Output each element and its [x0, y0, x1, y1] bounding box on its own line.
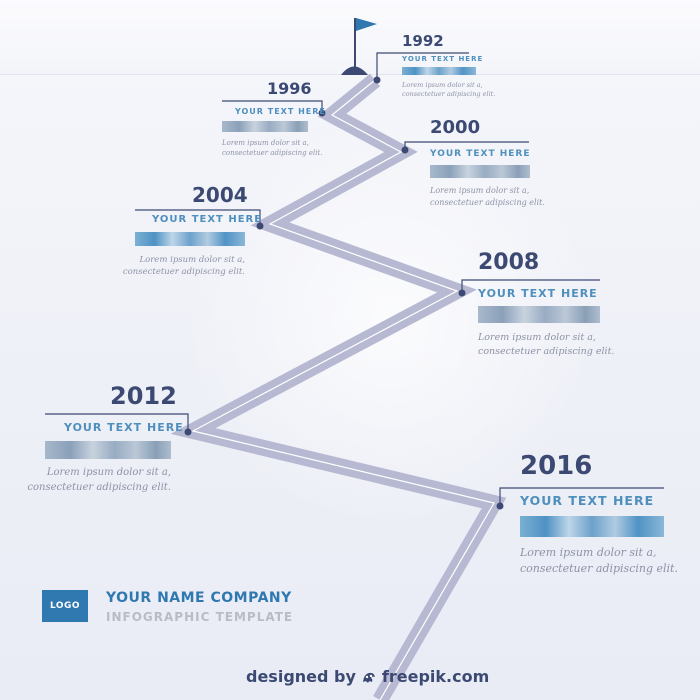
- connector-1996: [222, 100, 326, 117]
- credit-prefix: designed by: [246, 667, 356, 686]
- text-1992-line1: Lorem ipsum dolor sit a,: [402, 81, 483, 89]
- text-2016-line2: consectetuer adipiscing elit.: [520, 561, 678, 575]
- template-subtitle: INFOGRAPHIC TEMPLATE: [106, 610, 294, 624]
- company-name: YOUR NAME COMPANY: [106, 590, 292, 606]
- connector-1992: [373, 52, 469, 84]
- text-1996: Lorem ipsum dolor sit a, consectetuer ad…: [222, 138, 323, 158]
- text-2016: Lorem ipsum dolor sit a, consectetuer ad…: [520, 545, 678, 577]
- text-2000-line1: Lorem ipsum dolor sit a,: [430, 186, 530, 195]
- text-1992-line2: consectetuer adipiscing elit.: [402, 90, 496, 99]
- image-bar-2012: [45, 441, 171, 459]
- heading-2012: YOUR TEXT HERE: [64, 421, 184, 434]
- heading-2008: YOUR TEXT HERE: [478, 287, 598, 300]
- text-2008-line2: consectetuer adipiscing elit.: [478, 345, 615, 357]
- heading-2000: YOUR TEXT HERE: [430, 149, 531, 159]
- credit-line[interactable]: designed by freepik.com: [246, 667, 489, 686]
- heading-2016: YOUR TEXT HERE: [520, 493, 655, 508]
- year-2000: 2000: [430, 117, 481, 138]
- connector-2016: [496, 487, 664, 510]
- heading-1992: YOUR TEXT HERE: [402, 55, 484, 63]
- text-2000: Lorem ipsum dolor sit a, consectetuer ad…: [430, 185, 545, 208]
- text-2012-line1: Lorem ipsum dolor sit a,: [46, 467, 171, 478]
- text-2008-line1: Lorem ipsum dolor sit a,: [478, 332, 596, 343]
- image-bar-2008: [478, 306, 600, 323]
- text-2016-line1: Lorem ipsum dolor sit a,: [520, 546, 657, 559]
- year-2004: 2004: [192, 183, 248, 207]
- text-2012: Lorem ipsum dolor sit a, consectetuer ad…: [20, 466, 171, 495]
- freepik-logo-icon: [360, 668, 378, 686]
- connector-2008: [458, 279, 600, 297]
- image-bar-2016: [520, 516, 664, 537]
- connector-2004: [135, 209, 264, 230]
- connector-2012: [45, 413, 192, 436]
- year-2012: 2012: [110, 382, 177, 410]
- year-1992: 1992: [402, 32, 444, 50]
- text-2008: Lorem ipsum dolor sit a, consectetuer ad…: [478, 331, 614, 359]
- year-2008: 2008: [478, 250, 540, 275]
- text-2004-line2: consectetuer adipiscing elit.: [122, 267, 245, 278]
- image-bar-2000: [430, 165, 530, 178]
- credit-site: freepik.com: [381, 667, 490, 686]
- flag-icon: [356, 18, 377, 31]
- text-1992: Lorem ipsum dolor sit a, consectetuer ad…: [402, 81, 495, 100]
- summit-mound: [341, 66, 368, 75]
- company-logo: LOGO: [42, 590, 88, 622]
- text-2004-line1: Lorem ipsum dolor sit a,: [139, 255, 245, 265]
- image-bar-2004: [135, 232, 245, 246]
- text-2000-line2: consectetuer adipiscing elit.: [430, 197, 545, 207]
- heading-1996: YOUR TEXT HERE: [235, 107, 326, 116]
- image-bar-1992: [402, 67, 476, 75]
- text-1996-line2: consectetuer adipiscing elit.: [222, 149, 323, 158]
- road-center-line: [191, 79, 495, 700]
- text-2012-line2: consectetuer adipiscing elit.: [27, 481, 171, 493]
- text-2004: Lorem ipsum dolor sit a, consectetuer ad…: [95, 254, 245, 279]
- heading-2004: YOUR TEXT HERE: [152, 214, 263, 225]
- image-bar-1996: [222, 121, 308, 132]
- connector-2000: [401, 141, 529, 154]
- year-1996: 1996: [267, 79, 312, 98]
- year-2016: 2016: [520, 451, 593, 481]
- text-1996-line1: Lorem ipsum dolor sit a,: [222, 139, 309, 147]
